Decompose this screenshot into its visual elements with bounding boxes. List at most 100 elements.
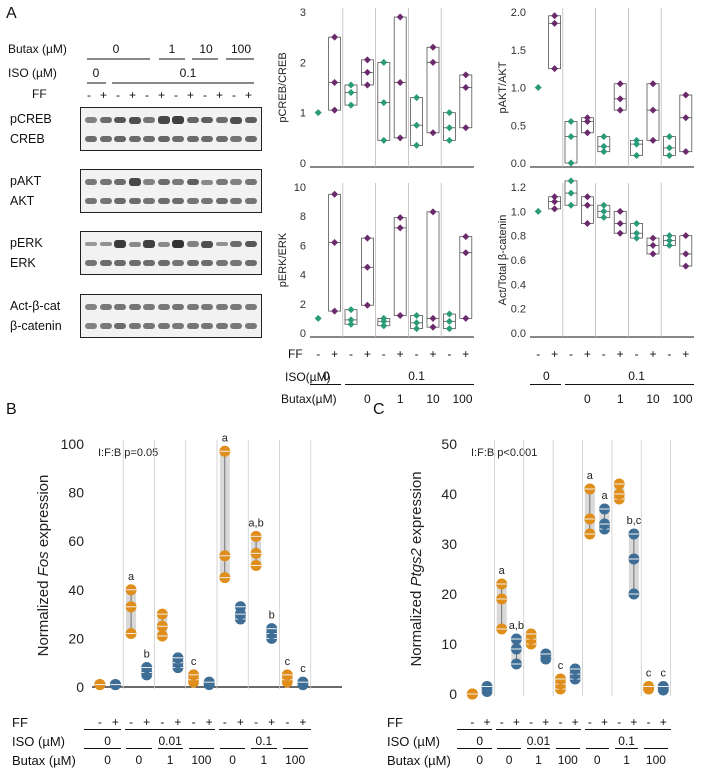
blot-band: [128, 116, 141, 124]
data-point: [633, 151, 641, 159]
data-point: [347, 316, 355, 324]
chart-act-total-bcatenin: 0.0 0.2 0.4 0.6 0.8 1.0 1.2 Act/Total β-catenin: [497, 177, 694, 340]
data-point: [413, 319, 421, 327]
blot-band: [230, 260, 242, 266]
a-ff-sign: +: [429, 347, 437, 361]
blot-band: [230, 179, 242, 185]
data-point: [665, 241, 673, 249]
bc-ff-sign: +: [174, 715, 182, 729]
data-point: [462, 71, 470, 79]
bc-butax-line: [614, 748, 639, 749]
a-ff-sign: -: [536, 347, 541, 361]
significance-letter: a: [222, 432, 229, 444]
blot-band: [244, 240, 257, 248]
blot-label-erk: ERK: [10, 256, 36, 270]
bc-ff-sign: -: [285, 715, 290, 729]
box: [328, 193, 342, 312]
blot-band: [201, 198, 213, 204]
blot-band: [157, 179, 170, 185]
blot-ff-sign: -: [116, 88, 120, 102]
data-point: [665, 237, 673, 245]
y-tick-label: 1.0: [511, 206, 526, 218]
a-iso0-line: [310, 384, 341, 385]
blot-ff-sign: +: [244, 88, 253, 102]
blot-band: [230, 304, 242, 310]
bc-iso01-line: [584, 729, 671, 730]
bc-ff-sign: +: [268, 715, 276, 729]
blot-band: [114, 135, 126, 143]
chart-perk-erk: 0 2 4 6 8 10 pERK/ERK: [277, 182, 474, 340]
y-tick-label: 2: [300, 57, 306, 69]
a-ff-sign: +: [462, 347, 470, 361]
significance-letter: c: [285, 656, 291, 668]
data-point: [649, 136, 657, 144]
bc-iso-label: ISO (µM): [12, 734, 65, 749]
blot-band: [186, 136, 199, 142]
y-tick-label: 80: [68, 485, 84, 501]
data-point: [583, 193, 591, 201]
chart-pcreb-creb: 0 1 2 3 pCREB/CREB: [277, 7, 474, 170]
bc-ff-sign: -: [499, 715, 504, 729]
data-point: [347, 320, 355, 328]
bc-ff-sign: -: [558, 715, 563, 729]
y-label-post: expression: [35, 475, 52, 552]
data-point: [633, 234, 641, 242]
a-butax-10: 10: [646, 392, 660, 406]
a-butax-1: 1: [396, 392, 404, 406]
data-point: [567, 159, 575, 167]
data-point: [583, 117, 591, 125]
blot-band: [128, 136, 141, 142]
data-point: [462, 249, 470, 257]
stat-annotation: I:F:B p<0.001: [471, 447, 537, 459]
bc-ff-sign: +: [571, 715, 579, 729]
data-point: [347, 89, 355, 97]
chart-ptgs2-expression: 0 10 20 30 40 50 Normalized Ptgs2 expression I:…: [408, 436, 672, 702]
data-point: [649, 106, 657, 114]
y-label-gene: Fos: [35, 551, 52, 577]
blot-band: [244, 260, 257, 266]
a-butax-10: 10: [426, 392, 440, 406]
bc-butax-value: 0: [593, 753, 601, 767]
blot-band: [99, 260, 112, 266]
blot-band: [244, 323, 257, 329]
bc-ff-sign: +: [236, 715, 244, 729]
bc-ff-label: FF: [387, 715, 403, 730]
box: [564, 121, 578, 164]
blot-butax-100: 100: [230, 42, 252, 56]
bc-ff-sign: -: [129, 715, 134, 729]
bc-iso-0: 0: [104, 734, 111, 748]
significance-letter: c: [646, 668, 652, 680]
data-point: [649, 80, 657, 88]
data-point: [363, 301, 371, 309]
bc-ff-sign: +: [630, 715, 638, 729]
bc-butax-line: [282, 748, 308, 749]
a-iso01-line: [344, 384, 474, 385]
bc-butax-value: 100: [191, 753, 212, 767]
data-point: [429, 323, 437, 331]
blot-band: [244, 136, 257, 142]
a-iso0-line: [530, 384, 561, 385]
blot-band: [215, 241, 228, 247]
bc-ff-sign: +: [205, 715, 213, 729]
a-ff-sign: +: [331, 347, 339, 361]
blot-band: [201, 240, 213, 248]
a-ff-sign: +: [551, 347, 559, 361]
data-point: [445, 136, 453, 144]
data-point: [380, 314, 388, 322]
bc-butax-line: [126, 748, 152, 749]
blot-band: [143, 179, 155, 185]
bc-butax-line: [526, 748, 551, 749]
blot-band: [114, 198, 126, 204]
blot-band: [201, 179, 213, 185]
blot-band: [85, 117, 97, 123]
y-tick-label: 0.6: [511, 255, 526, 267]
data-point: [413, 141, 421, 149]
data-point: [616, 80, 624, 88]
bc-ff-sign: +: [542, 715, 550, 729]
y-tick-label: 40: [68, 582, 84, 598]
a-ff-label: FF: [288, 347, 303, 361]
bc-ff-sign: -: [97, 715, 102, 729]
bc-iso001-line: [496, 729, 581, 730]
data-point: [380, 136, 388, 144]
bc-iso-01: 0.1: [255, 734, 273, 748]
